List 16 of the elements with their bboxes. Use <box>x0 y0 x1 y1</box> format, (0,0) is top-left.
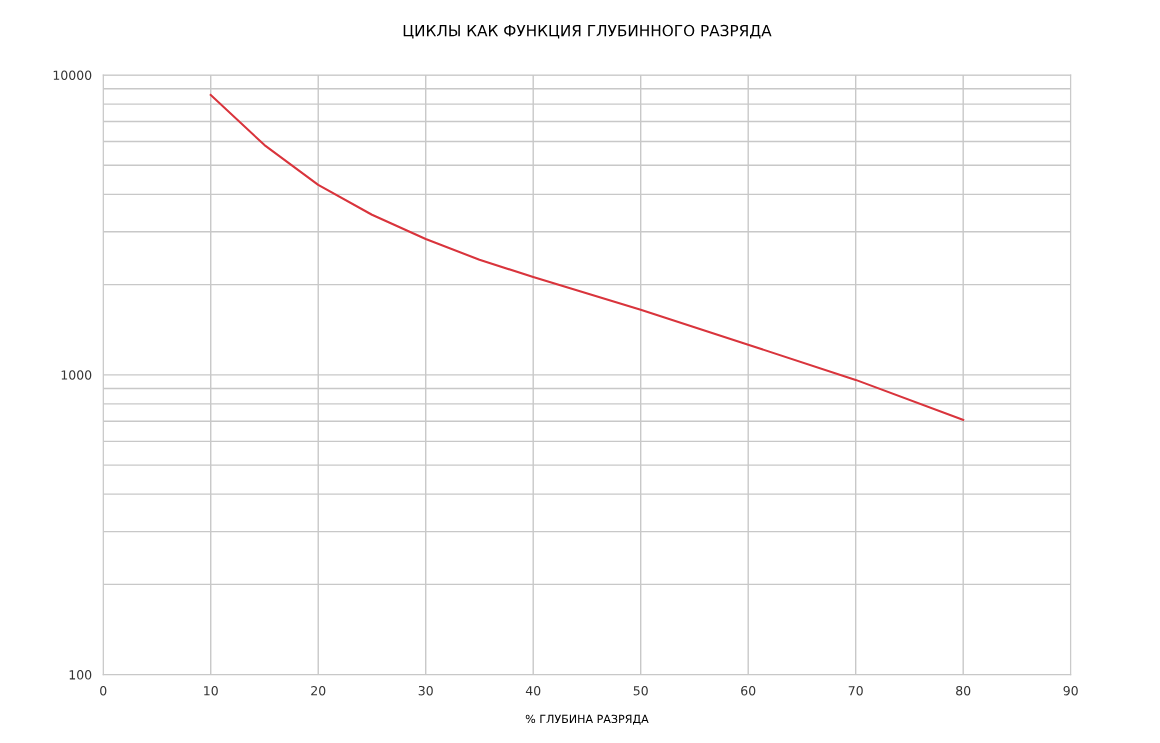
line-series <box>209 93 965 421</box>
x-tick-label: 70 <box>848 685 863 696</box>
x-tick-label: 10 <box>204 685 218 696</box>
x-tick-label: 0 <box>100 685 107 696</box>
x-tick-label: 50 <box>633 685 648 696</box>
x-tick-label: 60 <box>741 685 756 696</box>
x-tick-label: 80 <box>956 685 971 696</box>
chart-title: ЦИКЛЫ КАК ФУНКЦИЯ ГЛУБИННОГО РАЗРЯДА <box>403 24 772 39</box>
x-tick-label: 90 <box>1063 685 1078 696</box>
x-tick-label: 30 <box>418 685 433 696</box>
x-axis-title: % ГЛУБИНА РАЗРЯДА <box>525 714 649 725</box>
y-tick-label: 100 <box>69 670 92 680</box>
x-tick-label: 20 <box>311 685 326 696</box>
y-tick-label: 10000 <box>53 70 92 80</box>
x-tick-label: 40 <box>525 685 541 696</box>
y-tick-label: 1000 <box>61 370 92 380</box>
